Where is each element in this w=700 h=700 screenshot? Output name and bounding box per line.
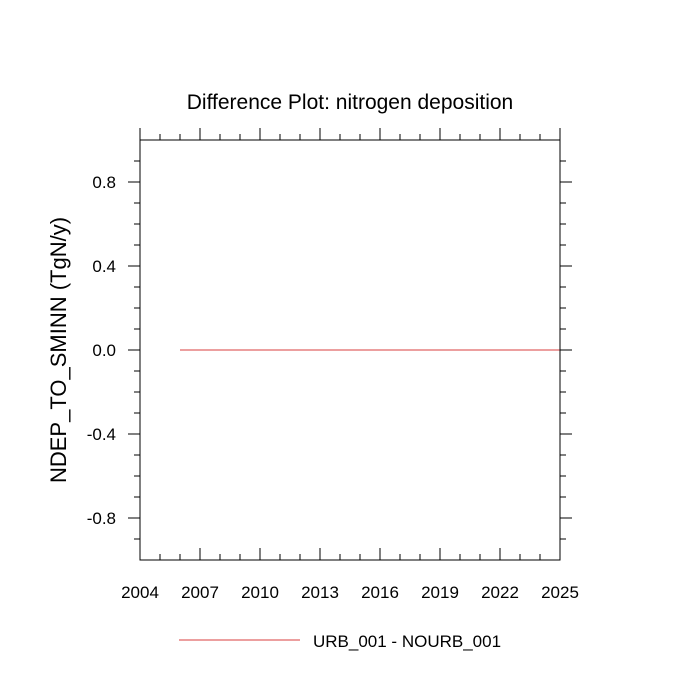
x-tick-label: 2016 [361, 583, 399, 602]
y-tick-label: 0.8 [92, 173, 116, 192]
legend: URB_001 - NOURB_001 [179, 632, 501, 651]
x-tick-label: 2004 [121, 583, 159, 602]
x-tick-label: 2025 [541, 583, 579, 602]
x-tick-label: 2019 [421, 583, 459, 602]
x-tick-label: 2007 [181, 583, 219, 602]
axis-ticks [128, 128, 572, 560]
chart-title: Difference Plot: nitrogen deposition [187, 91, 513, 114]
y-tick-label: 0.0 [92, 341, 116, 360]
axis-tick-labels: 2004 2007 2010 2013 2016 2019 2022 2025 0.8 0.4 0.… [87, 173, 579, 602]
plot-area: 2004 2007 2010 2013 2016 2019 2022 2025 0.8 0.4 0.… [87, 128, 579, 602]
x-tick-label: 2013 [301, 583, 339, 602]
plot-frame [139, 139, 561, 561]
x-tick-label: 2022 [481, 583, 519, 602]
y-axis-label: NDEP_TO_SMINN (TgN/y) [46, 217, 71, 483]
x-tick-label: 2010 [241, 583, 279, 602]
y-tick-label: -0.4 [87, 425, 116, 444]
legend-label: URB_001 - NOURB_001 [313, 632, 501, 651]
y-tick-label: -0.8 [87, 509, 116, 528]
y-tick-label: 0.4 [92, 257, 116, 276]
